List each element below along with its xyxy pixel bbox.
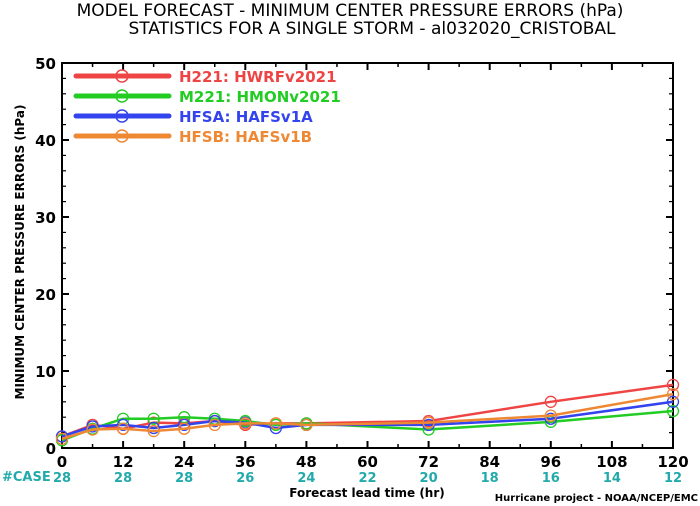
series-point-3 [422, 416, 435, 429]
series-point-2 [178, 418, 191, 432]
series-point-3 [269, 417, 283, 430]
series-point-2 [116, 418, 130, 432]
y-tick-label: 0 [46, 440, 56, 458]
series-point-2 [86, 420, 99, 433]
series-point-3 [147, 424, 160, 438]
x-tick-label: 72 [418, 453, 439, 471]
case-count: 20 [420, 471, 438, 486]
series-line-3 [61, 392, 674, 440]
plot-frame [61, 62, 674, 449]
series-point-2 [208, 414, 221, 428]
series-point-2 [544, 412, 557, 425]
legend-marker-2 [115, 109, 129, 123]
case-count: 18 [481, 471, 499, 486]
case-count: 24 [297, 471, 315, 486]
case-count: 12 [664, 471, 682, 486]
x-tick-label: 48 [296, 453, 317, 471]
series-point-3 [666, 387, 680, 401]
x-tick-label: 12 [113, 453, 134, 471]
legend-label-1: M221: HMONv2021 [179, 88, 341, 106]
series-point-3 [55, 432, 69, 445]
y-tick-label: 10 [35, 363, 56, 381]
legend-marker-1 [115, 89, 129, 103]
case-count: 22 [358, 471, 376, 486]
case-count: 14 [603, 471, 621, 486]
x-axis-label: Forecast lead time (hr) [289, 486, 445, 500]
case-count: 28 [53, 471, 71, 486]
x-tick-label: 84 [479, 453, 500, 471]
x-tick-label: 0 [57, 453, 67, 471]
series-point-3 [116, 422, 130, 435]
y-tick-label: 20 [35, 286, 56, 304]
x-tick-label: 60 [357, 453, 378, 471]
series-point-1 [666, 404, 680, 418]
x-tick-label: 24 [174, 453, 195, 471]
series-point-3 [239, 417, 252, 430]
series-point-3 [208, 418, 221, 432]
case-count: 28 [114, 471, 132, 486]
x-tick-label: 96 [540, 453, 561, 471]
legend-label-0: H221: HWRFv2021 [179, 68, 337, 86]
series-point-2 [666, 395, 680, 408]
series-point-3 [86, 423, 99, 436]
case-count: 16 [542, 471, 560, 486]
case-label: #CASE [2, 470, 51, 485]
series-point-0 [544, 395, 557, 408]
chart-subtitle: STATISTICS FOR A SINGLE STORM - al032020… [128, 19, 616, 39]
legend-marker-0 [115, 69, 129, 83]
x-tick-label: 108 [596, 453, 627, 471]
y-tick-label: 50 [35, 55, 56, 73]
legend-label-3: HFSB: HAFSv1B [179, 128, 312, 146]
x-tick-label: 36 [235, 453, 256, 471]
case-count: 28 [175, 471, 193, 486]
series-point-3 [544, 409, 557, 422]
series-point-0 [666, 378, 680, 392]
y-tick-label: 40 [35, 132, 56, 150]
series-point-2 [147, 421, 160, 435]
plot-area: 0 12 24 36 48 60 72 84 96 108 120 0 10 20 30 40 50 H221: … [35, 55, 689, 486]
case-count: 26 [236, 471, 254, 486]
credit-text: Hurricane project - NOAA/NCEP/EMC [495, 493, 698, 504]
series-point-3 [178, 422, 191, 435]
legend-label-2: HFSA: HAFSv1A [179, 108, 313, 126]
y-axis-label: MINIMUM CENTER PRESSURE ERRORS (hPa) [13, 105, 27, 400]
chart-title: MODEL FORECAST - MINIMUM CENTER PRESSURE… [77, 1, 624, 21]
legend-marker-3 [115, 129, 129, 143]
x-tick-label: 120 [657, 453, 688, 471]
y-tick-label: 30 [35, 209, 56, 227]
series-point-1 [147, 412, 160, 425]
series-point-3 [300, 418, 313, 432]
